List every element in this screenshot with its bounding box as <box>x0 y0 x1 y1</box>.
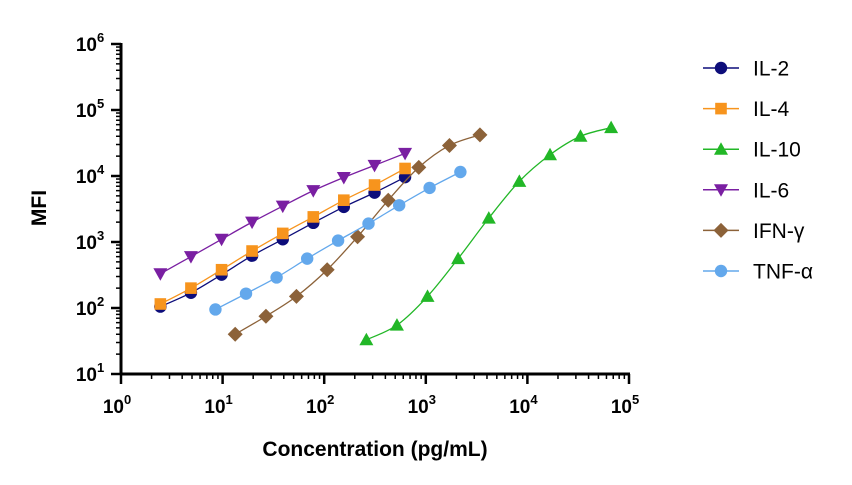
series-2 <box>154 162 411 310</box>
data-point <box>215 263 228 276</box>
data-point <box>380 192 396 208</box>
legend-marker <box>714 142 728 155</box>
legend-item: IFN-γ <box>703 220 805 243</box>
data-point <box>154 298 167 310</box>
data-point <box>288 288 304 304</box>
legend-label: IL-4 <box>753 98 790 121</box>
y-tick-label: 101 <box>76 360 104 386</box>
y-tick-label: 104 <box>76 162 105 188</box>
legend-item: TNF-α <box>703 261 813 284</box>
data-point <box>441 137 457 153</box>
data-point <box>543 147 558 161</box>
data-point <box>270 271 283 284</box>
data-point <box>306 185 321 198</box>
data-point <box>481 211 496 224</box>
x-tick-label: 103 <box>408 392 436 418</box>
data-point <box>336 171 351 185</box>
y-tick-label: 106 <box>76 30 104 56</box>
data-point <box>245 216 260 230</box>
data-point <box>604 120 619 134</box>
series-5 <box>227 127 488 342</box>
series-line <box>366 127 612 341</box>
data-point <box>227 326 243 342</box>
data-point <box>300 252 314 265</box>
x-tick-label: 102 <box>306 392 334 418</box>
data-point <box>209 303 222 316</box>
data-point <box>454 165 467 179</box>
data-point <box>420 289 435 302</box>
legend-marker <box>713 222 729 238</box>
series-3 <box>359 120 619 346</box>
data-point <box>258 308 274 324</box>
data-point <box>368 179 381 191</box>
legend-item: IL-10 <box>703 139 801 162</box>
legend-label: IL-6 <box>753 179 789 202</box>
y-axis-title: MFI <box>28 190 51 226</box>
data-point <box>246 245 258 257</box>
data-point <box>399 162 411 175</box>
data-point <box>573 129 588 142</box>
y-tick-label: 105 <box>76 96 104 122</box>
legend-label: IFN-γ <box>753 220 805 243</box>
data-point <box>367 159 382 173</box>
data-point <box>350 229 366 245</box>
legend-label: IL-10 <box>753 139 801 162</box>
legend: IL-2 IL-4 IL-10 IL-6 IFN-γ TNF-α <box>703 58 813 284</box>
data-point <box>362 217 375 230</box>
x-tick-label: 105 <box>611 392 639 418</box>
data-point <box>398 147 413 161</box>
legend-item: IL-2 <box>703 58 789 81</box>
data-point <box>451 251 466 265</box>
x-axis-title: Concentration (pg/mL) <box>262 438 487 461</box>
data-point <box>392 199 406 212</box>
data-point <box>411 159 427 175</box>
data-point <box>275 200 290 214</box>
legend-item: IL-6 <box>703 179 789 202</box>
series-line <box>160 152 406 275</box>
data-point <box>185 282 197 294</box>
series-4 <box>153 147 413 281</box>
series-6 <box>209 165 467 316</box>
legend-label: IL-2 <box>753 58 789 81</box>
legend-item: IL-4 <box>703 98 790 121</box>
data-point <box>423 181 436 195</box>
data-point <box>183 251 198 264</box>
series-layer <box>153 120 619 346</box>
legend-marker <box>714 184 728 197</box>
legend-label: TNF-α <box>753 261 813 284</box>
data-point <box>307 211 320 223</box>
data-point <box>512 174 527 187</box>
data-point <box>389 318 404 331</box>
data-point <box>319 262 335 278</box>
legend-marker <box>714 61 728 75</box>
axes: 101 102 103 104 105 106 100 101 102 103 104 105 <box>76 30 639 418</box>
data-point <box>472 127 488 143</box>
y-tick-label: 102 <box>76 294 104 320</box>
data-point <box>153 268 168 281</box>
data-point <box>276 227 289 240</box>
x-tick-label: 100 <box>103 392 131 418</box>
legend-marker <box>715 102 727 115</box>
data-point <box>359 332 374 346</box>
legend-marker <box>714 264 728 278</box>
data-point <box>214 233 229 247</box>
data-point <box>239 287 253 300</box>
y-tick-label: 103 <box>76 228 104 254</box>
x-tick-label: 104 <box>509 392 538 418</box>
data-point <box>331 234 345 247</box>
data-point <box>338 194 350 206</box>
x-tick-label: 101 <box>204 392 232 418</box>
